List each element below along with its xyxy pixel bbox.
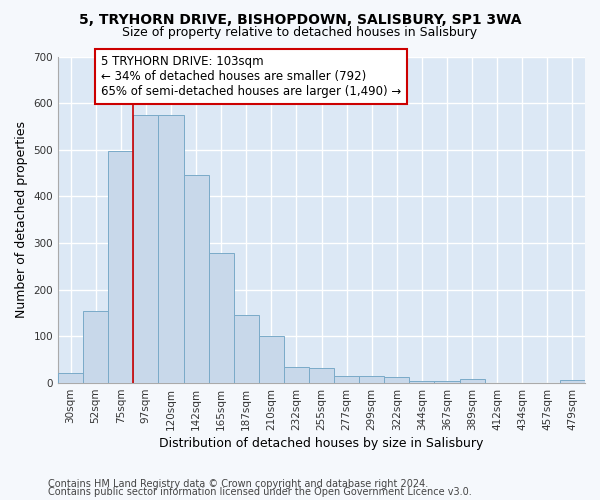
Bar — [133, 115, 158, 383]
Bar — [384, 378, 409, 383]
Bar — [359, 376, 384, 383]
Bar — [460, 380, 485, 383]
Text: Size of property relative to detached houses in Salisbury: Size of property relative to detached ho… — [122, 26, 478, 39]
Bar — [409, 380, 434, 383]
Bar — [560, 380, 585, 383]
X-axis label: Distribution of detached houses by size in Salisbury: Distribution of detached houses by size … — [160, 437, 484, 450]
Bar — [158, 115, 184, 383]
Bar — [58, 373, 83, 383]
Bar — [108, 151, 133, 383]
Bar — [259, 336, 284, 383]
Bar — [184, 176, 209, 383]
Bar — [284, 366, 309, 383]
Text: Contains public sector information licensed under the Open Government Licence v3: Contains public sector information licen… — [48, 487, 472, 497]
Bar — [209, 254, 233, 383]
Y-axis label: Number of detached properties: Number of detached properties — [15, 122, 28, 318]
Bar — [83, 311, 108, 383]
Bar — [309, 368, 334, 383]
Bar — [233, 316, 259, 383]
Text: 5 TRYHORN DRIVE: 103sqm
← 34% of detached houses are smaller (792)
65% of semi-d: 5 TRYHORN DRIVE: 103sqm ← 34% of detache… — [101, 55, 401, 98]
Bar — [434, 380, 460, 383]
Bar — [334, 376, 359, 383]
Text: 5, TRYHORN DRIVE, BISHOPDOWN, SALISBURY, SP1 3WA: 5, TRYHORN DRIVE, BISHOPDOWN, SALISBURY,… — [79, 12, 521, 26]
Text: Contains HM Land Registry data © Crown copyright and database right 2024.: Contains HM Land Registry data © Crown c… — [48, 479, 428, 489]
